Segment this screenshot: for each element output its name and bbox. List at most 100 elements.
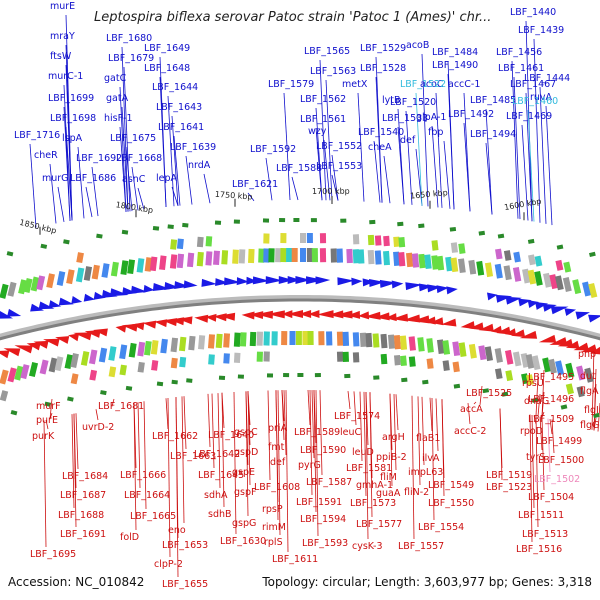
reverse-small-mark [171, 379, 178, 385]
forward-gene-arrow [265, 276, 283, 285]
leader-line [233, 391, 237, 535]
reverse-gene-arrow [557, 338, 574, 347]
leader-line [447, 73, 455, 210]
forward-cog-box [275, 248, 282, 263]
reverse-gene-label: LBF_1581 [346, 463, 392, 474]
forward-gene-label: LBF_1529 [360, 43, 406, 54]
leader-line [443, 140, 451, 209]
forward-gene-arrow [30, 303, 44, 312]
leader-line [537, 393, 541, 417]
reverse-gene-label: LBF_1496 [528, 394, 574, 405]
forward-gene-label: LBF_1643 [156, 102, 202, 113]
forward-cog-box [563, 261, 572, 273]
forward-gene-label: LBF_1469 [506, 111, 552, 122]
backbone-line [0, 298, 600, 341]
reverse-cog-box [326, 331, 333, 346]
forward-cog-box [374, 250, 382, 265]
forward-small-mark [40, 243, 48, 249]
forward-cog-box [101, 263, 110, 278]
reverse-cog-box [160, 338, 168, 354]
forward-gene-arrow [369, 279, 385, 287]
leader-line [85, 186, 93, 218]
leader-line [541, 391, 545, 418]
forward-cog-box [336, 248, 344, 263]
forward-cog-box [306, 232, 313, 244]
reverse-cog-box [342, 351, 350, 363]
label-leader-lines [29, 14, 600, 578]
reverse-gene-arrow [68, 333, 80, 342]
forward-gene-label: LBF_1699 [48, 93, 94, 104]
reverse-cog-box [198, 335, 206, 350]
reverse-gene-label: LBF_1655 [162, 579, 208, 590]
reverse-gene-label: LBF_1513 [522, 529, 568, 540]
reverse-gene-label: LBF_1593 [302, 538, 348, 549]
forward-small-mark [6, 251, 14, 257]
forward-gene-label: LBF_1520 [390, 97, 436, 108]
reverse-gene-arrow [317, 310, 334, 319]
reverse-gene-arrow [549, 337, 568, 345]
forward-cog-box [286, 247, 293, 263]
leader-line [319, 390, 323, 476]
forward-gene-arrow [287, 275, 301, 284]
reverse-small-mark [67, 396, 74, 402]
reverse-gene-arrow [121, 323, 138, 332]
forward-gene-label: LBF_1444 [524, 73, 570, 84]
leader-line [431, 398, 435, 521]
forward-gene-label: LBF_1562 [300, 94, 346, 105]
leader-line [43, 420, 47, 548]
reverse-cog-box [408, 336, 416, 351]
reverse-cog-box [98, 347, 108, 363]
forward-gene-arrow [7, 308, 22, 317]
reverse-small-mark [283, 373, 290, 378]
reverse-cog-box [318, 331, 325, 346]
leader-line [119, 86, 127, 212]
leader-line [467, 402, 471, 425]
reverse-cog-box [342, 331, 350, 347]
reverse-gene-arrow [478, 323, 494, 332]
reverse-gene-label: LBF_1516 [516, 544, 562, 555]
reverse-gene-arrow [287, 310, 304, 319]
forward-gene-arrow [486, 292, 498, 301]
topology-summary: Topology: circular; Length: 3,603,977 bp… [262, 575, 592, 589]
leader-line [331, 154, 339, 201]
forward-gene-label: LBF_1533 [382, 113, 428, 124]
forward-cog-box [431, 255, 439, 270]
forward-gene-arrow [215, 278, 229, 287]
leader-line [175, 397, 179, 578]
reverse-cog-box [576, 365, 586, 381]
reverse-small-mark [10, 409, 18, 416]
leader-line [551, 419, 555, 454]
reverse-gene-label: gspF [234, 487, 256, 498]
reverse-cog-box [452, 361, 460, 373]
reverse-cog-box [526, 374, 534, 386]
reverse-gene-arrow [0, 350, 10, 359]
forward-cog-box [398, 251, 406, 267]
reverse-gene-arrow [374, 312, 390, 321]
forward-gene-label: LBF_1552 [316, 141, 362, 152]
reverse-gene-label: flaB1 [416, 433, 440, 444]
forward-gene-arrow [542, 303, 557, 312]
leader-line [535, 415, 539, 528]
forward-cog-box [196, 251, 204, 267]
forward-cog-box [468, 259, 477, 275]
reverse-gene-label: LBF_1577 [356, 519, 402, 530]
reverse-small-mark [592, 412, 600, 419]
leader-line [485, 142, 493, 215]
forward-cog-box [75, 267, 85, 283]
leader-line [45, 419, 49, 430]
reverse-small-mark [422, 379, 429, 385]
reverse-cog-box [512, 351, 522, 367]
leader-line [357, 92, 365, 202]
forward-cog-box [176, 238, 184, 250]
reverse-gene-label: LBF_1681 [98, 401, 144, 412]
forward-cog-box [268, 248, 275, 263]
forward-gene-label: LBF_1592 [250, 144, 296, 155]
reverse-cog-box [417, 337, 425, 352]
leader-line [319, 59, 327, 201]
reverse-small-mark [344, 373, 351, 379]
reverse-gene-arrow [334, 310, 353, 319]
leader-line [313, 390, 317, 513]
reverse-cog-box [548, 358, 557, 374]
forward-gene-label: LBF_1641 [158, 122, 204, 133]
